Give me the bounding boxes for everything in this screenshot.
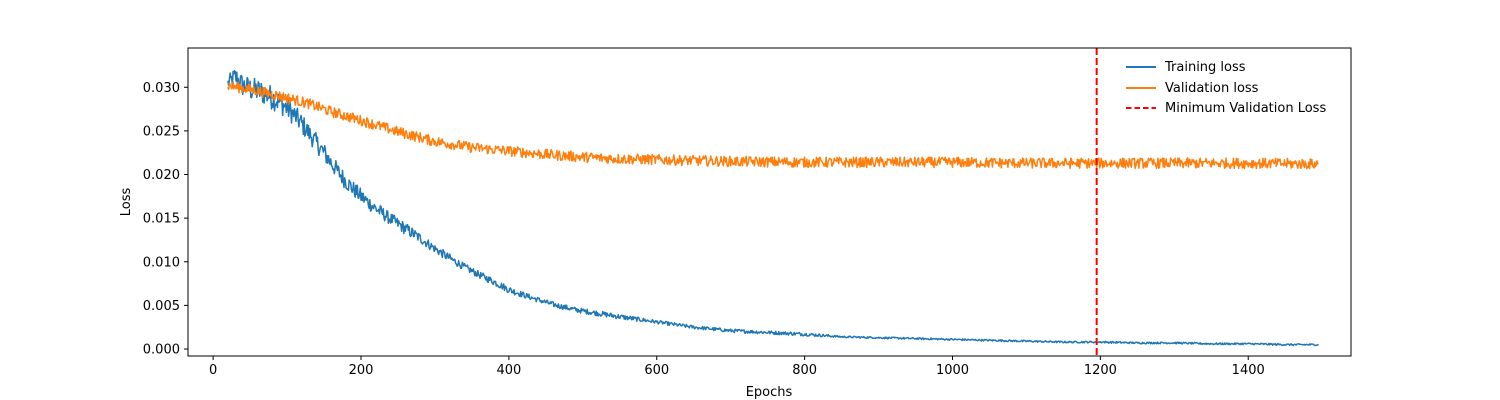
x-tick-label: 800 [792,363,817,378]
y-tick-label: 0.030 [143,81,180,96]
y-tick-label: 0.000 [143,343,180,358]
y-tick-label: 0.025 [143,124,180,139]
training-loss-line [227,70,1319,347]
x-axis: 0 200 400 600 800 1000 1200 1400 [209,356,1265,378]
x-tick-label: 1200 [1084,363,1117,378]
x-tick-label: 1400 [1232,363,1265,378]
x-axis-label: Epochs [746,385,793,400]
x-tick-label: 200 [349,363,374,378]
legend: Training loss Validation loss Minimum Va… [1126,60,1326,116]
x-tick-label: 400 [496,363,521,378]
y-axis-label: Loss [119,188,134,217]
y-axis: 0.000 0.005 0.010 0.015 0.020 0.025 0.030 [143,81,188,358]
series-layer [227,70,1319,347]
x-tick-label: 600 [644,363,669,378]
plot-frame [187,47,1352,357]
y-tick-label: 0.010 [143,255,180,270]
legend-label-validation: Validation loss [1165,81,1259,96]
y-tick-label: 0.015 [143,212,180,227]
x-tick-label: 1000 [936,363,969,378]
validation-loss-line [227,81,1319,170]
y-tick-label: 0.005 [143,299,180,314]
y-tick-label: 0.020 [143,168,180,183]
legend-label-training: Training loss [1164,60,1246,75]
legend-label-min-val: Minimum Validation Loss [1165,101,1326,116]
x-tick-label: 0 [209,363,217,378]
